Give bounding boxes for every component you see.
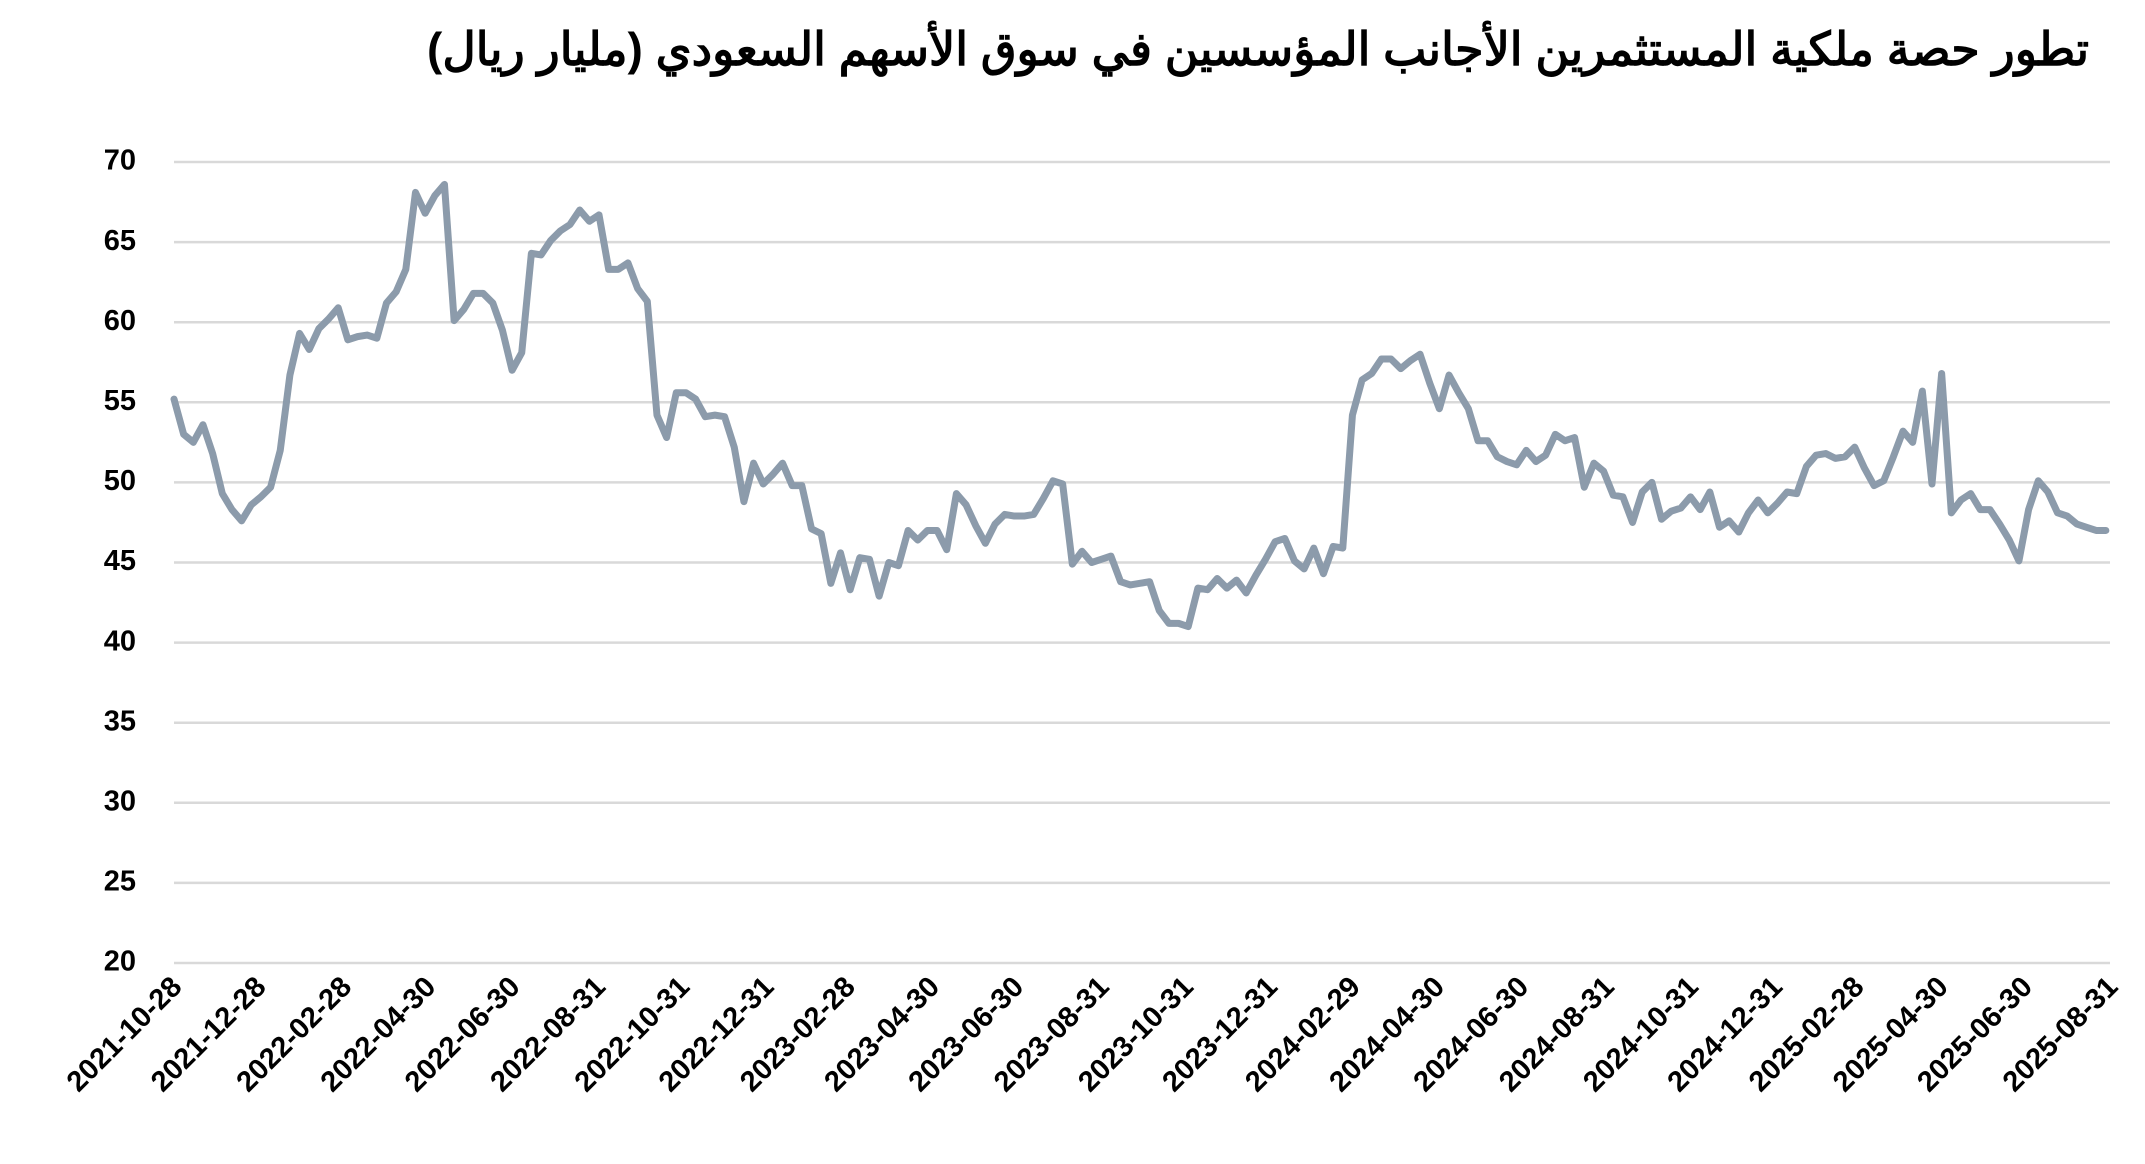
- y-tick-label: 50: [104, 465, 136, 497]
- y-tick-label: 60: [104, 305, 136, 337]
- y-tick-label: 45: [104, 545, 136, 577]
- y-tick-label: 40: [104, 625, 136, 657]
- y-tick-label: 55: [104, 385, 136, 417]
- y-tick-label: 30: [104, 785, 136, 817]
- y-tick-label: 25: [104, 866, 136, 898]
- y-tick-label: 20: [104, 946, 136, 978]
- data-line: [170, 180, 2110, 631]
- y-tick-label: 65: [104, 225, 136, 257]
- chart-title: تطور حصة ملكية المستثمرين الأجانب المؤسس…: [427, 23, 2089, 75]
- y-tick-label: 70: [104, 145, 136, 177]
- y-tick-label: 35: [104, 705, 136, 737]
